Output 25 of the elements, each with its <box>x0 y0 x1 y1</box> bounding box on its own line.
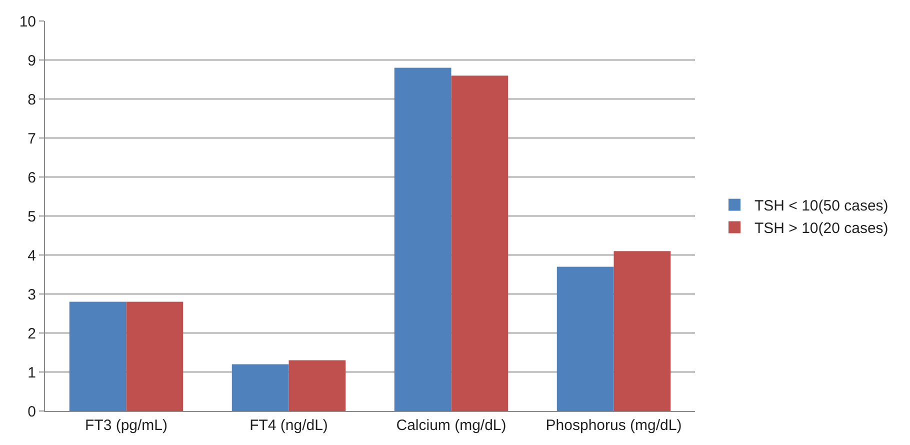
y-tick-label: 9 <box>28 52 36 70</box>
x-tick-label: FT3 (pg/mL) <box>84 417 168 434</box>
bar <box>394 68 452 411</box>
x-tick-label: Calcium (mg/dL) <box>396 417 506 434</box>
bar <box>232 364 289 411</box>
legend-label: TSH < 10(50 cases) <box>754 198 888 215</box>
x-tick-label: FT4 (ng/dL) <box>250 417 328 434</box>
y-tick-label: 6 <box>28 169 36 186</box>
bar <box>288 360 346 411</box>
y-tick-label: 7 <box>28 130 36 148</box>
bar <box>126 302 184 411</box>
y-tick-label: 8 <box>28 91 36 108</box>
y-tick-label: 10 <box>19 13 36 30</box>
legend-label: TSH > 10(20 cases) <box>754 220 888 238</box>
y-tick-label: 2 <box>28 325 36 342</box>
y-tick-label: 5 <box>28 208 36 226</box>
x-tick-label: Phosphorus (mg/dL) <box>546 417 682 434</box>
y-tick-label: 1 <box>28 364 36 382</box>
y-tick-label: 0 <box>28 403 36 420</box>
bar <box>556 266 614 411</box>
y-tick-label: 4 <box>28 247 36 264</box>
bar <box>614 251 671 411</box>
bar <box>69 302 126 411</box>
y-tick-label: 3 <box>28 286 36 304</box>
bar <box>451 76 508 411</box>
